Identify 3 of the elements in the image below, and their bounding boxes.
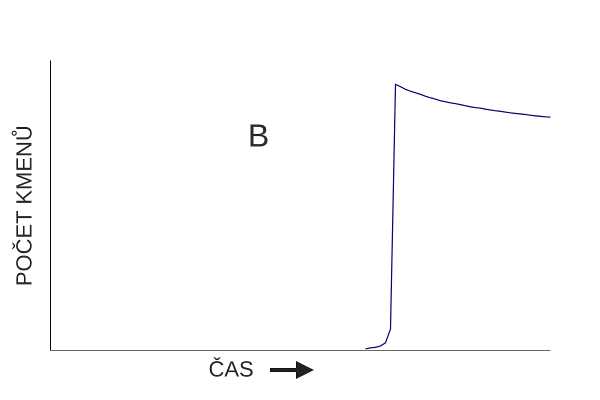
annotation: B xyxy=(248,118,270,154)
x-axis-title: ČAS xyxy=(208,356,254,382)
y-axis-title: POČET KMENŮ xyxy=(12,125,36,286)
